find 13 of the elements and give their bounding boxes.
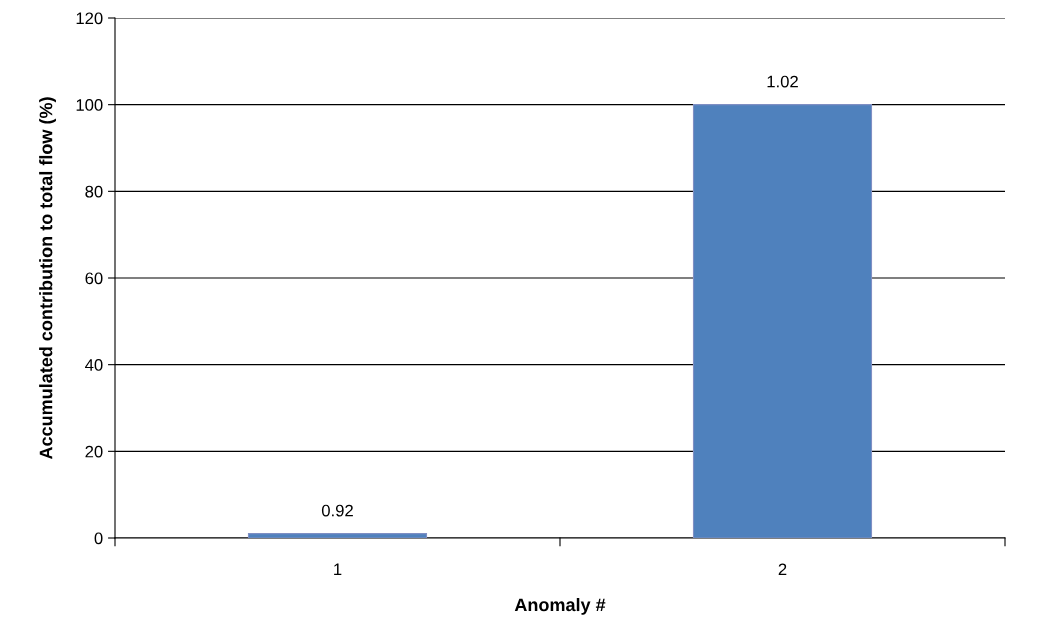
- y-tick-label: 60: [85, 272, 103, 285]
- annotation: 0.92: [321, 504, 353, 517]
- y-tick-label: 80: [85, 185, 103, 198]
- y-tick-label: 0: [94, 532, 103, 545]
- x-tick-label: 1: [334, 563, 342, 576]
- y-tick-label: 120: [76, 12, 103, 25]
- y-axis-title: Accumulated contribution to total flow (%): [39, 97, 56, 460]
- y-tick-label: 100: [76, 99, 103, 111]
- y-tick-label: 20: [85, 445, 103, 458]
- x-axis-title: Anomaly #: [514, 597, 606, 615]
- x-tick-label: 2: [778, 563, 787, 576]
- y-tick-label: 40: [85, 359, 103, 371]
- annotation: 1.02: [767, 75, 798, 88]
